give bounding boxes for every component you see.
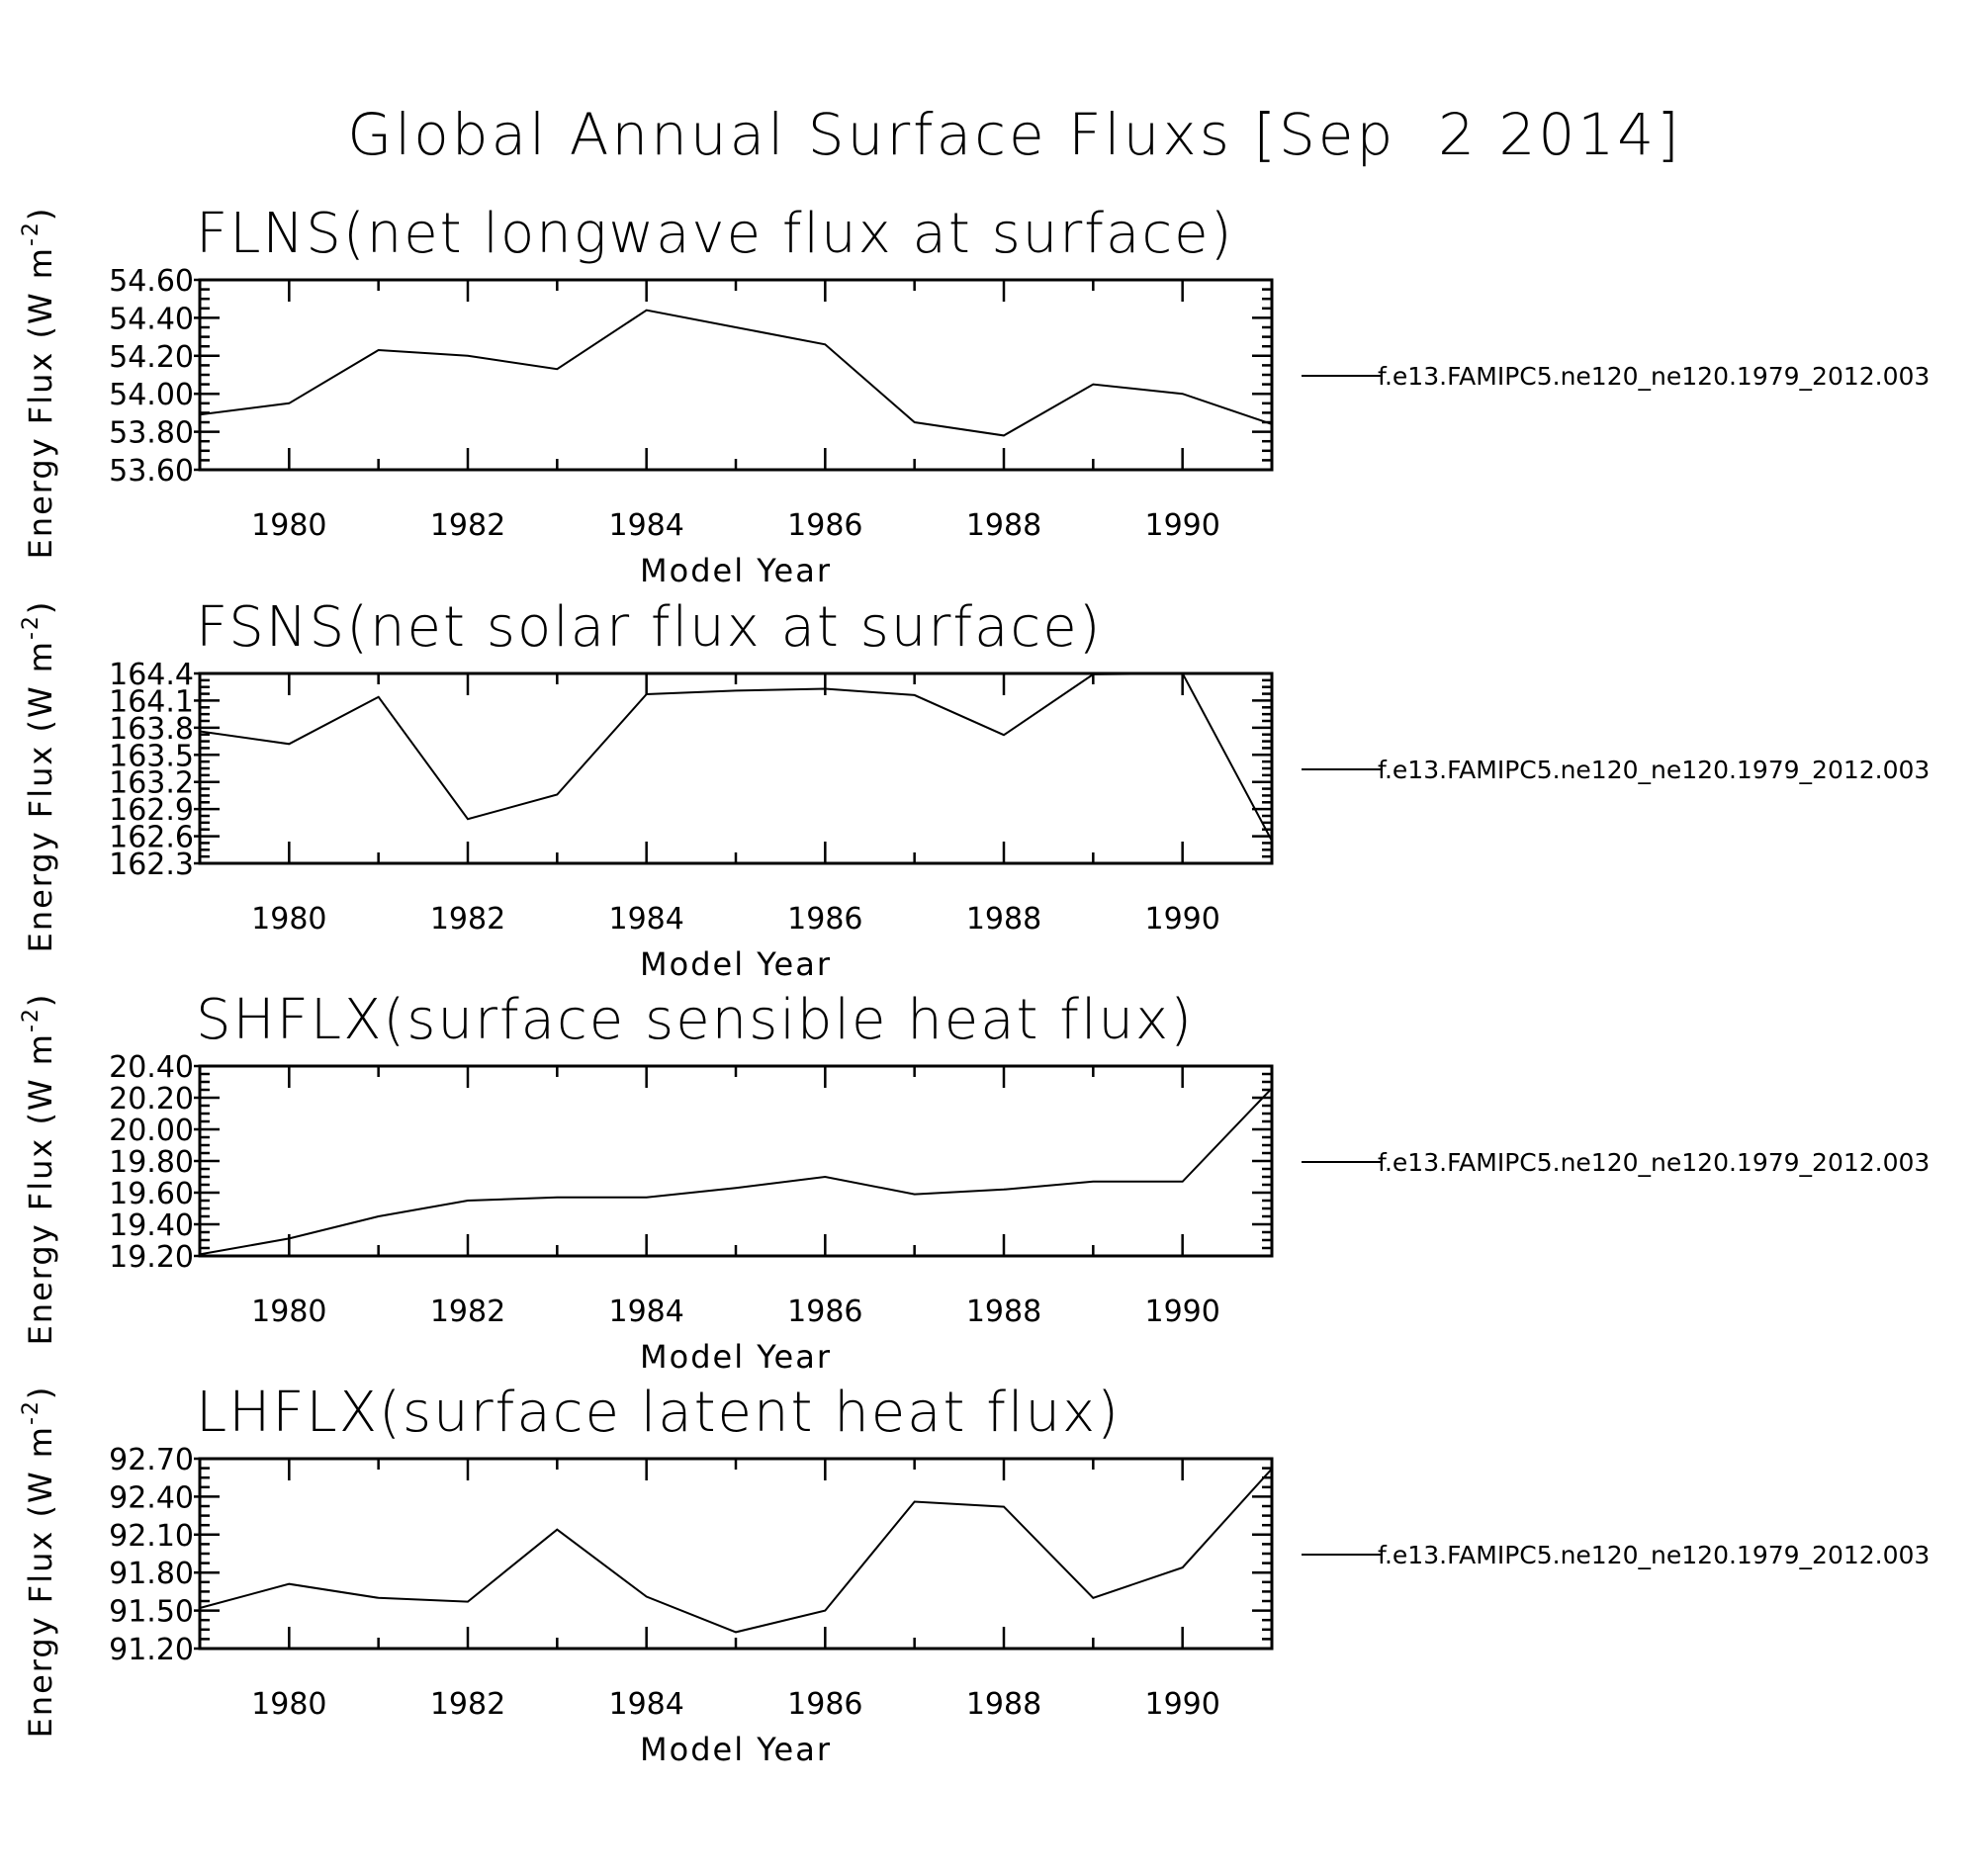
x-tick-label: 1984: [608, 902, 683, 937]
y-axis-label-text: Energy Flux (W m: [22, 640, 59, 952]
y-axis-label-close: ): [22, 207, 59, 221]
x-tick-label: 1984: [608, 508, 683, 543]
y-tick-label: 54.00: [109, 378, 194, 412]
plot-frame: [198, 278, 1274, 472]
x-axis-label: Model Year: [640, 552, 832, 589]
x-tick-label: 1980: [251, 1295, 326, 1329]
y-axis-label-text: Energy Flux (W m: [22, 1425, 59, 1738]
panel-title: FLNS(net longwave flux at surface): [196, 202, 1233, 266]
y-tick-label: 54.60: [109, 264, 194, 299]
y-tick-label: 92.70: [109, 1443, 194, 1477]
x-tick-label: 1982: [430, 1295, 505, 1329]
x-tick-label: 1984: [608, 1687, 683, 1722]
y-tick-label: 163.2: [109, 766, 194, 801]
y-axis-label-close: ): [22, 600, 59, 614]
x-tick-label: 1990: [1144, 1295, 1219, 1329]
y-axis-label: Energy Flux (W m-2): [19, 993, 59, 1346]
y-axis-label-close: ): [22, 993, 59, 1007]
y-axis-label-close: ): [22, 1385, 59, 1399]
x-tick-label: 1988: [966, 1687, 1041, 1722]
y-tick-label: 19.20: [109, 1240, 194, 1275]
x-tick-label: 1982: [430, 508, 505, 543]
y-tick-label: 164.1: [109, 684, 194, 719]
x-tick-label: 1980: [251, 902, 326, 937]
plot-frame: [198, 1064, 1274, 1258]
plot-frame: [198, 1457, 1274, 1651]
chart-panel-2: FSNS(net solar flux at surface) 1980 1982 1…: [19, 595, 1930, 983]
y-tick-label: 20.20: [109, 1082, 194, 1117]
figure-title: Global Annual Surface Fluxs [Sep 2 2014]: [347, 101, 1682, 168]
y-tick-label: 20.00: [109, 1114, 194, 1148]
series-line: [199, 1087, 1273, 1256]
legend-label: f.e13.FAMIPC5.ne120_ne120.1979_2012.003: [1378, 1148, 1930, 1177]
y-tick-label: 162.9: [109, 793, 194, 828]
chart-panel-3: SHFLX(surface sensible heat flux) 1980 198…: [19, 988, 1930, 1376]
y-tick-label: 91.80: [109, 1557, 194, 1591]
y-axis-label: Energy Flux (W m-2): [19, 1385, 59, 1739]
y-tick-label: 91.20: [109, 1633, 194, 1667]
y-axis-label-superscript: -2: [19, 1007, 44, 1032]
y-axis-label-superscript: -2: [19, 614, 44, 640]
y-axis-label: Energy Flux (W m-2): [19, 207, 59, 560]
y-axis-label-superscript: -2: [19, 221, 44, 246]
panel-title: SHFLX(surface sensible heat flux): [196, 988, 1194, 1052]
x-tick-label: 1982: [430, 902, 505, 937]
x-tick-label: 1988: [966, 902, 1041, 937]
x-tick-label: 1980: [251, 508, 326, 543]
y-tick-label: 19.60: [109, 1177, 194, 1211]
x-tick-label: 1984: [608, 1295, 683, 1329]
x-axis-label: Model Year: [640, 1338, 832, 1376]
x-tick-label: 1986: [787, 902, 862, 937]
y-tick-label: 163.5: [109, 739, 194, 773]
legend-label: f.e13.FAMIPC5.ne120_ne120.1979_2012.003: [1378, 1541, 1930, 1569]
y-tick-label: 163.8: [109, 712, 194, 747]
x-tick-label: 1990: [1144, 508, 1219, 543]
panel-title: LHFLX(surface latent heat flux): [196, 1381, 1121, 1445]
x-tick-label: 1988: [966, 1295, 1041, 1329]
y-tick-label: 92.10: [109, 1519, 194, 1554]
panel-title: FSNS(net solar flux at surface): [196, 595, 1103, 660]
x-tick-label: 1986: [787, 1295, 862, 1329]
series-line: [199, 1468, 1273, 1634]
x-tick-label: 1986: [787, 508, 862, 543]
y-axis-label-superscript: -2: [19, 1399, 44, 1425]
x-tick-label: 1990: [1144, 902, 1219, 937]
y-tick-label: 19.80: [109, 1145, 194, 1180]
y-axis-label-text: Energy Flux (W m: [22, 246, 59, 559]
y-tick-label: 92.40: [109, 1480, 194, 1515]
y-tick-label: 164.4: [109, 658, 194, 692]
chart-panel-4: LHFLX(surface latent heat flux) 1980 1982 1…: [19, 1381, 1930, 1768]
x-tick-label: 1988: [966, 508, 1041, 543]
y-axis-label: Energy Flux (W m-2): [19, 600, 59, 953]
y-tick-label: 54.40: [109, 302, 194, 336]
y-tick-label: 20.40: [109, 1050, 194, 1085]
x-tick-label: 1990: [1144, 1687, 1219, 1722]
y-tick-label: 53.80: [109, 416, 194, 451]
y-tick-label: 162.6: [109, 821, 194, 855]
x-axis-label: Model Year: [640, 1731, 832, 1768]
y-tick-label: 91.50: [109, 1595, 194, 1630]
series-line: [199, 671, 1273, 842]
y-axis-label-text: Energy Flux (W m: [22, 1032, 59, 1345]
x-tick-label: 1980: [251, 1687, 326, 1722]
y-tick-label: 162.3: [109, 848, 194, 882]
x-tick-label: 1986: [787, 1687, 862, 1722]
legend-label: f.e13.FAMIPC5.ne120_ne120.1979_2012.003: [1378, 362, 1930, 391]
series-line: [199, 309, 1273, 437]
x-tick-label: 1982: [430, 1687, 505, 1722]
y-tick-label: 54.20: [109, 340, 194, 375]
y-tick-label: 53.60: [109, 454, 194, 489]
y-tick-label: 19.40: [109, 1208, 194, 1243]
chart-panel-1: FLNS(net longwave flux at surface) 1980 19…: [19, 202, 1930, 589]
plot-frame: [198, 671, 1274, 865]
legend-label: f.e13.FAMIPC5.ne120_ne120.1979_2012.003: [1378, 756, 1930, 784]
x-axis-label: Model Year: [640, 945, 832, 983]
